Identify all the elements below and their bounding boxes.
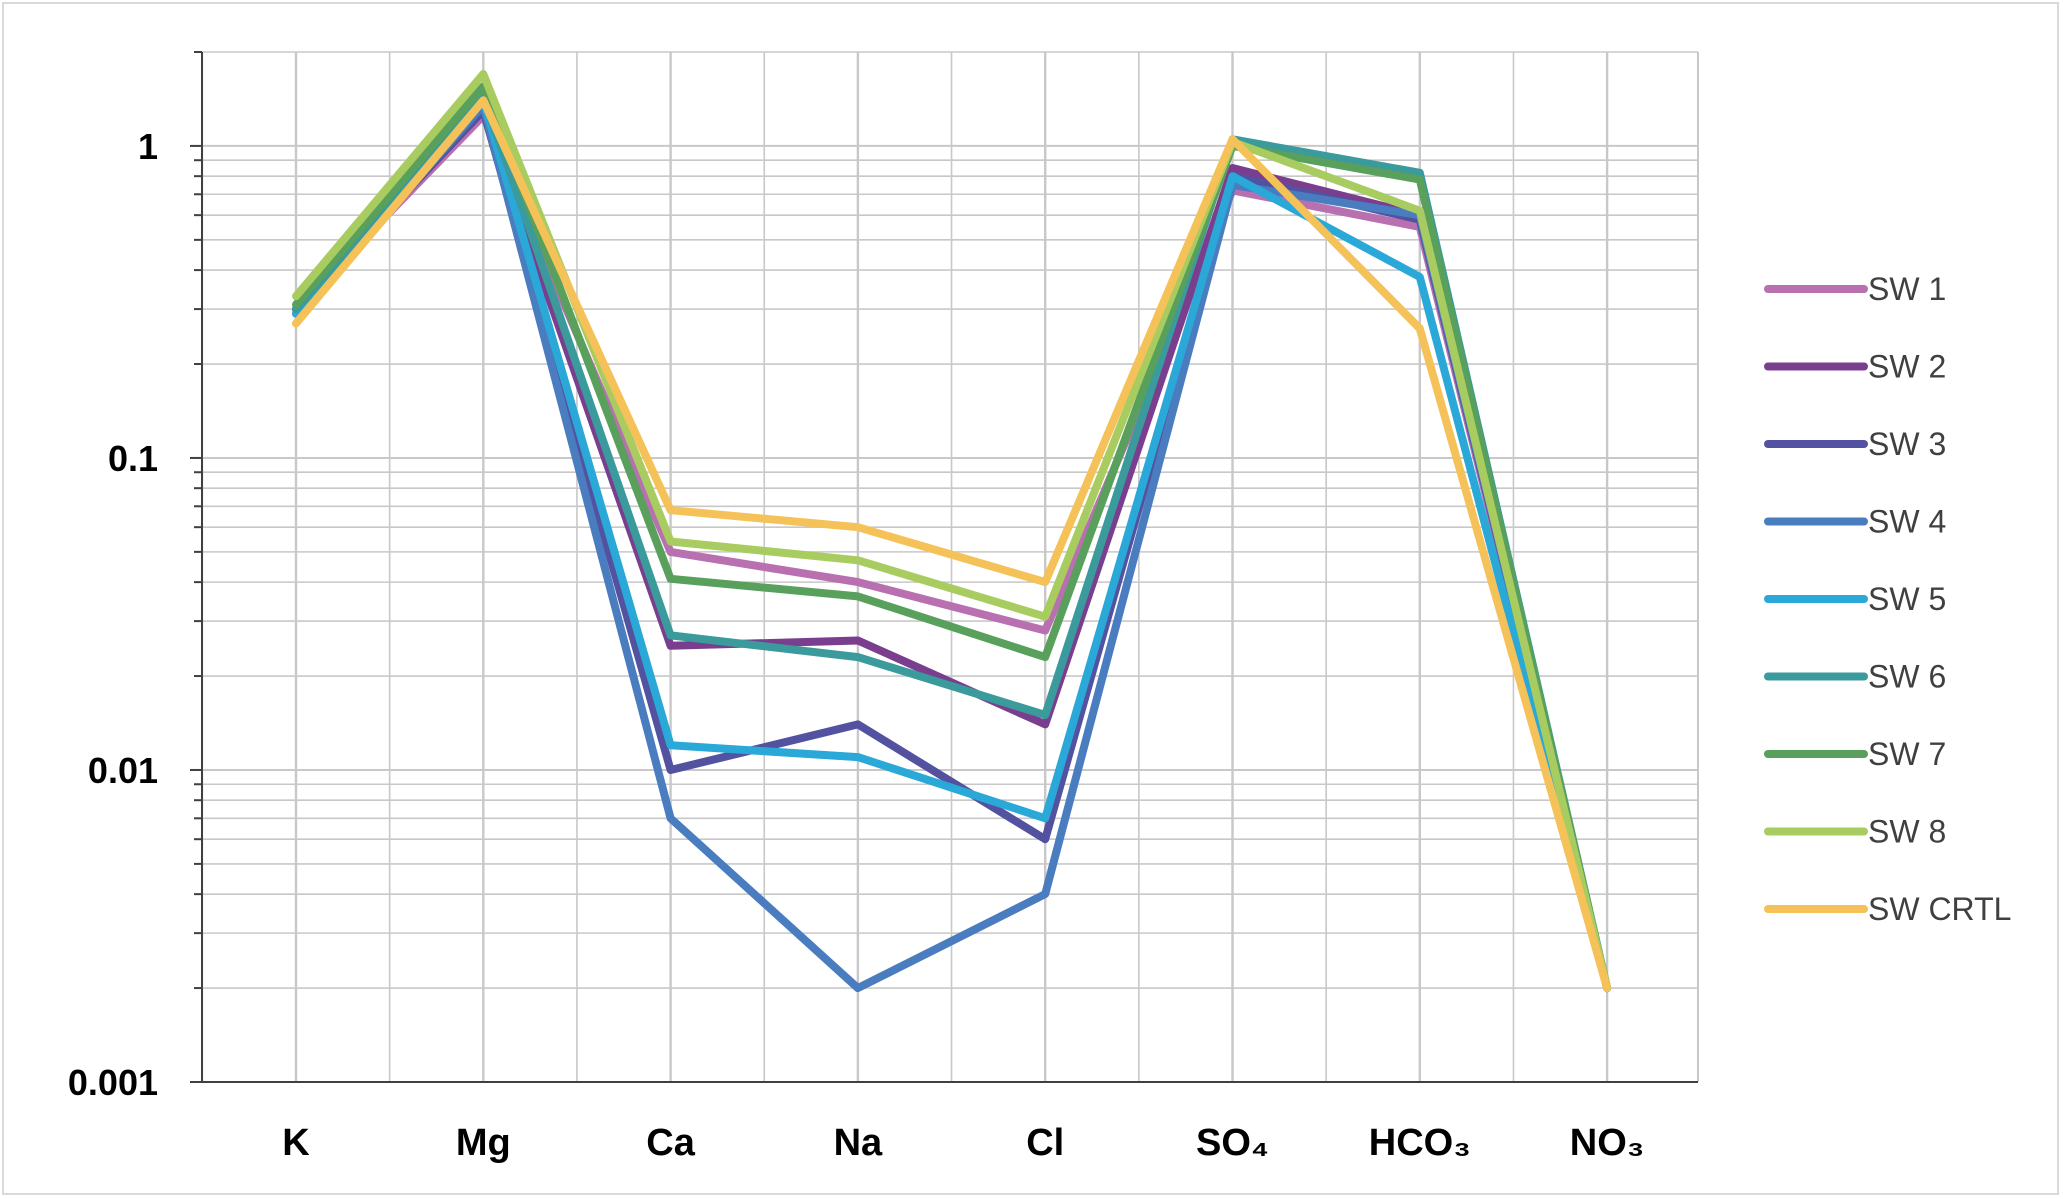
legend-label: SW 1 xyxy=(1868,271,1946,307)
axes xyxy=(190,51,1698,1083)
y-tick-label: 0.01 xyxy=(88,750,158,791)
x-tick-label: Cl xyxy=(1026,1122,1064,1164)
series-line-sw-4 xyxy=(292,101,1612,993)
legend-label: SW 7 xyxy=(1868,736,1946,772)
x-tick-label: Na xyxy=(834,1122,883,1164)
series-line-sw-6 xyxy=(292,91,1612,993)
data-series xyxy=(292,70,1612,993)
x-tick-label: NO₃ xyxy=(1570,1122,1645,1164)
series-line-sw-crtl xyxy=(292,96,1612,993)
legend-label: SW 2 xyxy=(1868,349,1946,385)
x-tick-label: SO₄ xyxy=(1196,1122,1269,1164)
x-axis-tick-labels: K Mg Ca Na Cl SO₄ HCO₃ NO₃ xyxy=(282,1122,1644,1164)
series-line-sw-5 xyxy=(292,96,1612,993)
legend-label: SW 3 xyxy=(1868,426,1946,462)
legend: SW 1 SW 2 SW 3 SW 4 SW 5 SW 6 SW 7 SW 8 SW CRTL xyxy=(1764,271,2011,927)
legend-label: SW 5 xyxy=(1868,581,1946,617)
legend-label: SW 8 xyxy=(1868,814,1946,850)
y-axis-tick-labels: 0.001 0.01 0.1 1 xyxy=(68,126,158,1103)
x-tick-label: Ca xyxy=(646,1122,695,1164)
x-tick-label: Mg xyxy=(456,1122,511,1164)
y-tick-label: 1 xyxy=(138,126,158,167)
y-tick-label: 0.001 xyxy=(68,1062,158,1103)
series-line-sw-8 xyxy=(292,70,1612,993)
legend-label: SW CRTL xyxy=(1868,891,2011,927)
grid-lines xyxy=(201,51,1699,1083)
y-tick-label: 0.1 xyxy=(108,438,158,479)
legend-label: SW 4 xyxy=(1868,504,1946,540)
legend-label: SW 6 xyxy=(1868,659,1946,695)
x-tick-label: K xyxy=(282,1122,310,1164)
x-tick-label: HCO₃ xyxy=(1369,1122,1471,1164)
